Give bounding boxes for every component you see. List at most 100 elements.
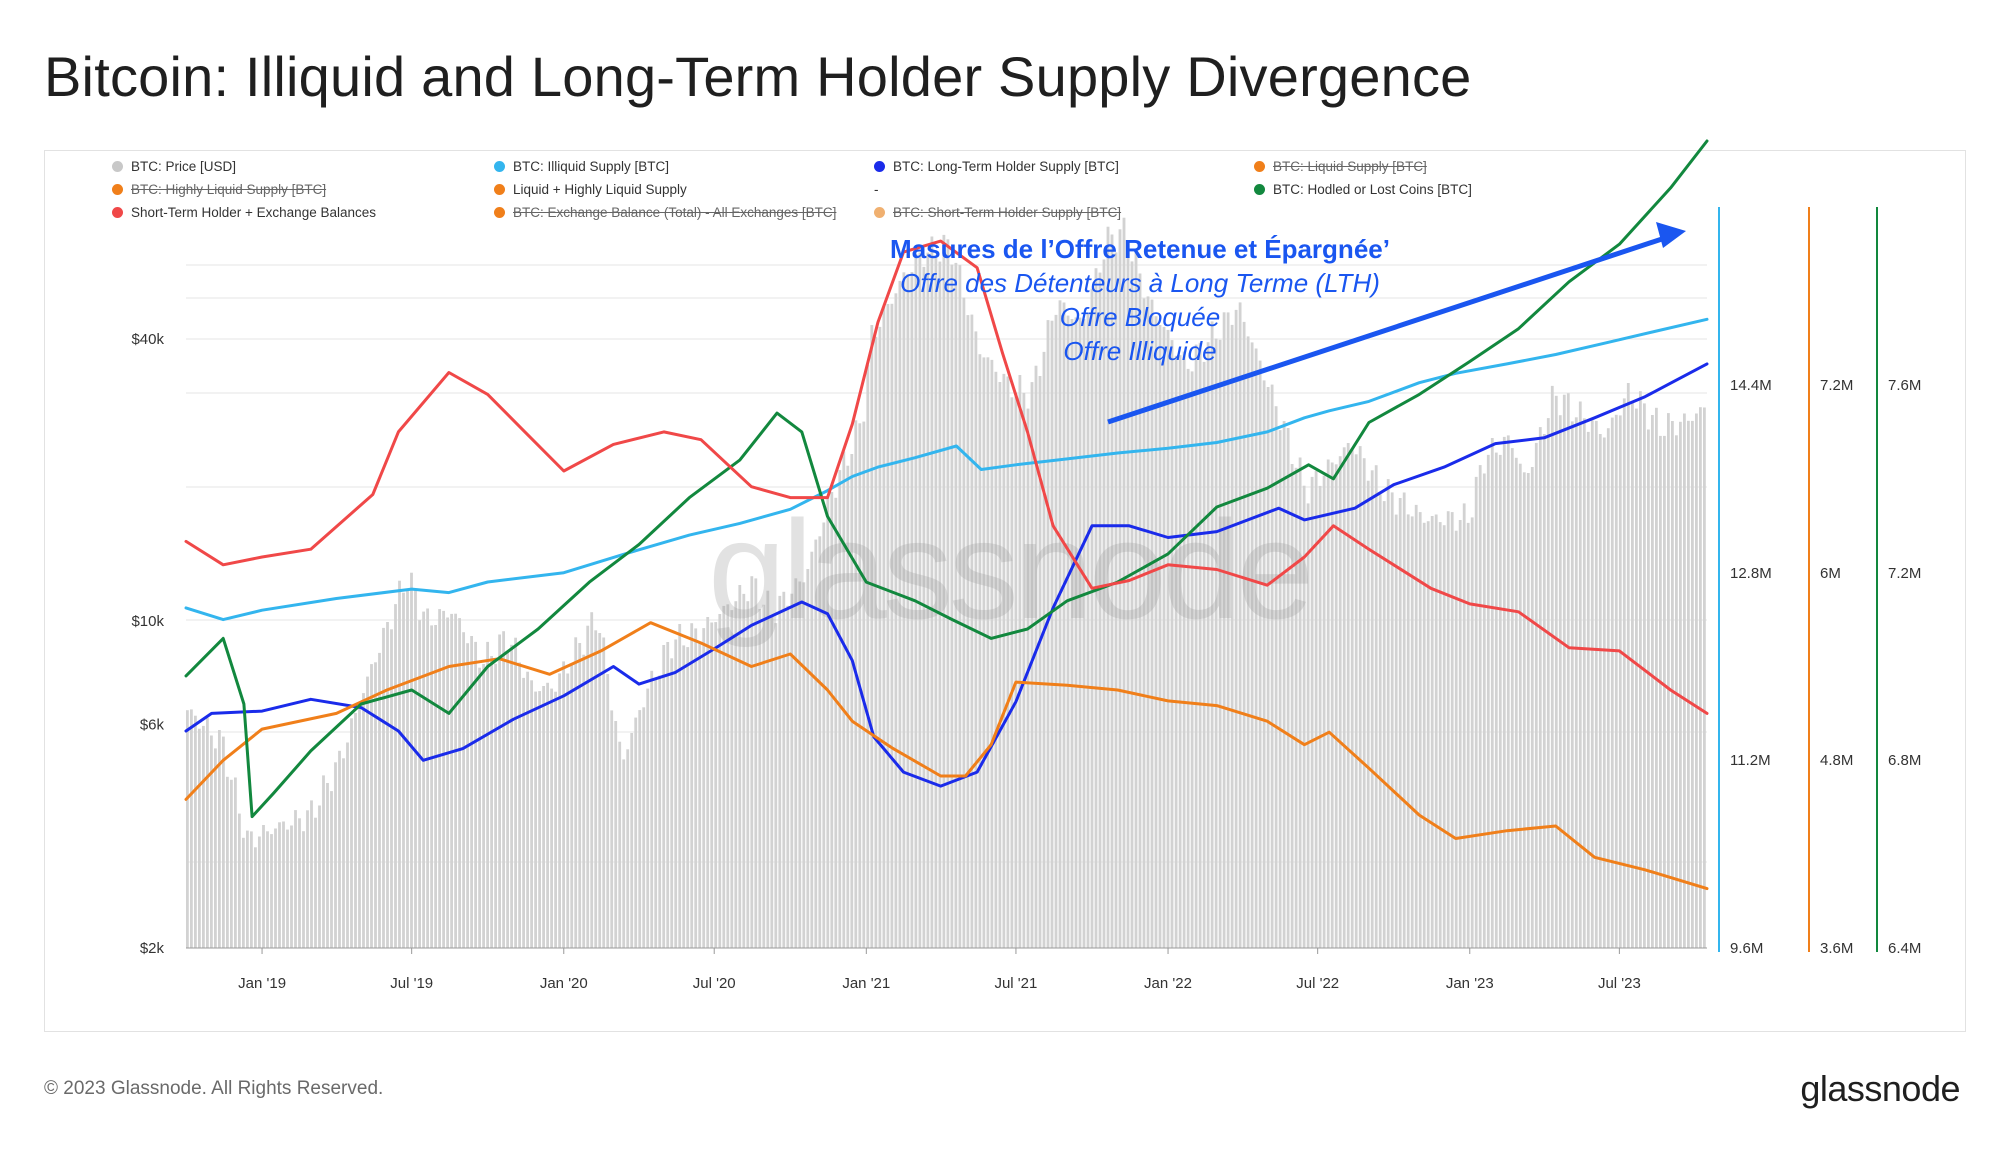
price-bar xyxy=(450,613,453,948)
price-bar xyxy=(1002,373,1006,948)
price-bar xyxy=(1498,454,1502,948)
price-bar xyxy=(358,707,361,948)
price-bar xyxy=(890,303,894,948)
price-bar xyxy=(1130,261,1134,948)
price-bar xyxy=(1446,511,1450,948)
series-line-liquid-highly-liquid-supply xyxy=(184,621,1709,891)
y-tick-label-liquid: 7.2M xyxy=(1820,377,1853,394)
annotation-title: Masures de l’Offre Retenue et Épargnée’ xyxy=(890,234,1390,264)
price-bar xyxy=(906,273,910,948)
y-tick-label-hodl: 6.4M xyxy=(1888,940,1921,957)
price-bar xyxy=(1254,348,1258,948)
price-bar xyxy=(1430,516,1434,948)
price-bar xyxy=(1522,472,1526,948)
price-bar xyxy=(662,645,666,948)
price-bar xyxy=(650,670,654,948)
price-bar xyxy=(250,831,253,948)
price-bar xyxy=(214,748,217,948)
price-bar xyxy=(918,252,922,949)
price-bar xyxy=(1454,530,1458,948)
legend-label: - xyxy=(874,181,879,197)
legend-dot xyxy=(494,183,505,195)
price-bar xyxy=(1462,503,1466,948)
series-line-short-term-holder-exchange-balances xyxy=(184,239,1709,715)
price-bar xyxy=(1050,320,1054,948)
price-bar xyxy=(1238,302,1242,948)
x-tick-label: Jul '23 xyxy=(1598,975,1641,992)
price-bar xyxy=(594,630,598,948)
legend-dot xyxy=(1254,160,1265,172)
price-bar xyxy=(518,662,521,948)
price-bar xyxy=(1679,421,1682,948)
annotation-line-locked: Offre Bloquée xyxy=(1060,302,1220,332)
legend-item-liquid-plus-highly-liquid[interactable]: Liquid + Highly Liquid Supply xyxy=(494,179,687,199)
price-bar xyxy=(666,642,670,948)
legend-item-illiquid-supply[interactable]: BTC: Illiquid Supply [BTC] xyxy=(494,156,669,176)
price-bar xyxy=(426,608,429,948)
price-bar xyxy=(782,591,786,948)
price-bar xyxy=(1250,342,1254,948)
price-bar xyxy=(1502,436,1506,948)
legend-item-sth-supply[interactable]: BTC: Short-Term Holder Supply [BTC] xyxy=(874,202,1121,222)
price-bar xyxy=(1647,429,1650,948)
price-bar xyxy=(346,742,349,948)
price-bar xyxy=(806,569,810,948)
y-tick-label-hodl: 7.6M xyxy=(1888,377,1921,394)
price-bar xyxy=(466,643,469,948)
legend-item-price[interactable]: BTC: Price [USD] xyxy=(112,156,236,176)
price-bar xyxy=(970,314,974,949)
price-bar xyxy=(386,622,389,948)
price-bar xyxy=(1410,516,1414,948)
legend-item-lth-supply[interactable]: BTC: Long-Term Holder Supply [BTC] xyxy=(874,156,1119,176)
price-bar xyxy=(506,651,509,948)
price-bar xyxy=(754,578,758,948)
price-bar xyxy=(1378,494,1382,948)
price-bar xyxy=(1438,522,1442,948)
legend-item-sth-exchange-balances[interactable]: Short-Term Holder + Exchange Balances xyxy=(112,202,376,222)
price-bar xyxy=(710,622,714,948)
series-lines xyxy=(184,139,1709,891)
price-bar xyxy=(1671,421,1674,948)
x-tick-label: Jul '21 xyxy=(994,975,1037,992)
price-bar xyxy=(442,610,445,948)
price-bar xyxy=(978,354,982,948)
legend-item-hodled-lost-coins[interactable]: BTC: Hodled or Lost Coins [BTC] xyxy=(1254,179,1472,199)
price-bar xyxy=(1667,413,1670,949)
legend-item-liquid-supply[interactable]: BTC: Liquid Supply [BTC] xyxy=(1254,156,1427,176)
price-bar xyxy=(834,497,838,948)
legend-item-placeholder: - xyxy=(874,179,879,199)
price-bar xyxy=(726,604,730,948)
price-bar xyxy=(1606,428,1610,948)
legend-item-exchange-balance[interactable]: BTC: Exchange Balance (Total) - All Exch… xyxy=(494,202,836,222)
price-bar xyxy=(530,680,533,948)
price-bar xyxy=(274,828,277,948)
price-bar xyxy=(326,783,329,948)
price-bar xyxy=(1330,462,1334,948)
price-bar xyxy=(1114,252,1118,948)
axes: $2k $6k $10k $40k 9.6M 11.2M 12.8M 14.4M 3.6M 4.8… xyxy=(131,207,1921,992)
price-bar xyxy=(686,647,690,948)
price-bar xyxy=(1338,456,1342,948)
price-bar xyxy=(878,326,882,948)
price-bar xyxy=(998,382,1002,948)
price-bar xyxy=(1194,344,1198,949)
price-bar xyxy=(1574,417,1578,948)
price-bar xyxy=(670,658,674,948)
price-bar xyxy=(1226,312,1230,948)
price-bar xyxy=(1094,268,1098,948)
price-bar xyxy=(1138,273,1142,948)
price-bar xyxy=(374,662,377,948)
price-bar xyxy=(1542,434,1546,948)
price-bar xyxy=(1450,512,1454,948)
price-bar xyxy=(990,359,994,948)
legend-item-highly-liquid-supply[interactable]: BTC: Highly Liquid Supply [BTC] xyxy=(112,179,326,199)
legend-label: BTC: Short-Term Holder Supply [BTC] xyxy=(893,204,1122,220)
price-bar xyxy=(778,595,782,948)
price-bar xyxy=(958,265,962,949)
price-bar xyxy=(1506,435,1510,948)
price-bar xyxy=(658,675,662,948)
price-bar xyxy=(398,580,401,948)
price-bar xyxy=(1683,413,1686,948)
price-bar xyxy=(790,593,794,948)
price-bar xyxy=(394,604,397,948)
